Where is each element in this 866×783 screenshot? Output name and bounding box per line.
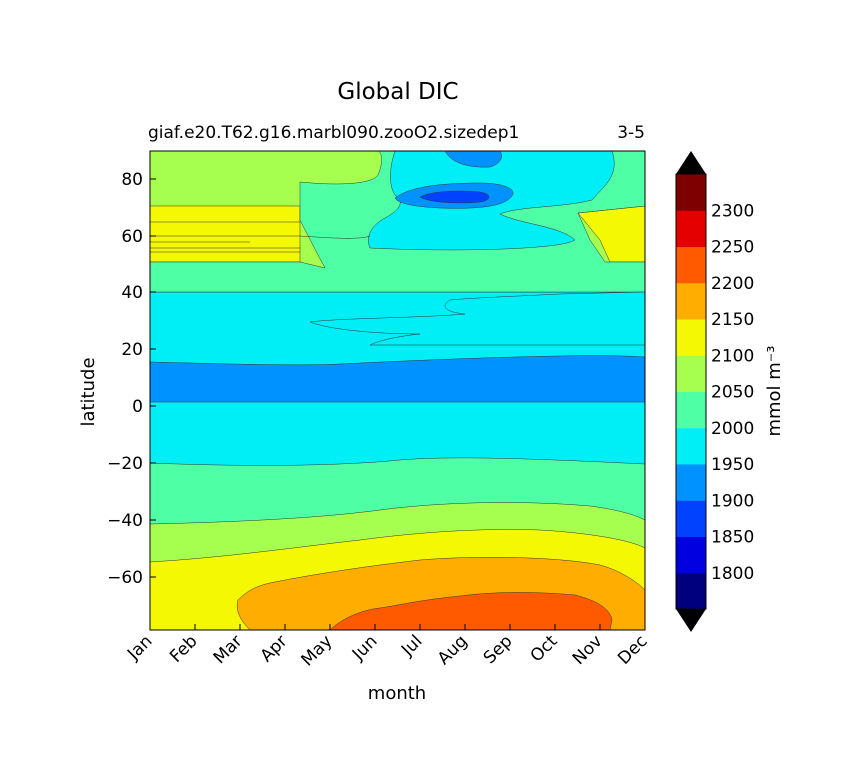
y-tick-label: 60 <box>121 227 143 247</box>
y-tick-label: −60 <box>107 568 143 588</box>
x-tick-label: May <box>298 631 337 670</box>
y-axis: 80 60 40 20 0 −20 −40 −60 <box>107 170 156 588</box>
x-tick-label: Apr <box>257 631 292 666</box>
x-tick-label: Jun <box>348 631 382 665</box>
colorbar-label: mmol m⁻³ <box>764 345 785 436</box>
y-tick-label: −20 <box>107 454 143 474</box>
plot-area: 80 60 40 20 0 −20 −40 −60 <box>78 150 652 704</box>
colorbar-tick-label: 2150 <box>711 310 754 330</box>
x-tick-label: Mar <box>210 631 247 668</box>
colorbar-segment <box>676 427 706 465</box>
colorbar-segment <box>676 391 706 429</box>
contour-fields <box>150 151 645 630</box>
colorbar-tick-label: 2250 <box>711 238 754 258</box>
x-tick-label: Feb <box>166 631 201 666</box>
colorbar-tick-label: 2000 <box>711 419 754 439</box>
x-axis-label: month <box>368 683 426 704</box>
x-tick-label: Jan <box>123 631 156 664</box>
x-tick-label: Jul <box>397 631 426 660</box>
contour-midlat-1950 <box>309 291 645 346</box>
colorbar-segments <box>676 174 706 610</box>
y-tick-label: −40 <box>107 511 143 531</box>
colorbar-segment <box>676 319 706 356</box>
contour-equator-1900 <box>150 355 645 403</box>
colorbar-tick-label: 2050 <box>711 383 754 403</box>
x-tick-label: Dec <box>614 631 651 668</box>
colorbar-tick-label: 2300 <box>711 201 754 221</box>
x-tick-label: Aug <box>434 631 472 669</box>
colorbar-segment <box>676 174 706 211</box>
colorbar-tick-label: 1950 <box>711 455 754 475</box>
colorbar-segment <box>676 355 706 392</box>
colorbar-tick-label: 1850 <box>711 528 754 548</box>
colorbar-ticks: 1800 1850 1900 1950 2000 2050 2100 2150 2200 2250… <box>711 201 754 584</box>
x-tick-label: Sep <box>480 631 517 668</box>
y-tick-label: 20 <box>121 340 143 360</box>
x-tick-label: Oct <box>527 631 562 666</box>
chart-title: Global DIC <box>337 79 458 105</box>
contour-arctic-1850 <box>419 190 490 204</box>
x-tick-label: Nov <box>569 631 607 669</box>
y-axis-label: latitude <box>78 357 99 426</box>
colorbar-tick-label: 1800 <box>711 564 754 584</box>
y-tick-label: 40 <box>121 283 143 303</box>
colorbar-frame <box>675 173 707 610</box>
colorbar-tick-label: 1900 <box>711 491 754 511</box>
plot-frame <box>149 150 646 631</box>
colorbar-tick-label: 2100 <box>711 346 754 366</box>
colorbar-segment <box>676 210 706 247</box>
colorbar-segment <box>676 536 706 574</box>
colorbar-segment <box>676 464 706 501</box>
colorbar-segment <box>676 246 706 284</box>
contour-south-2200 <box>329 592 613 630</box>
chart-subtitle-right: 3-5 <box>617 123 645 143</box>
colorbar-tick-label: 2200 <box>711 274 754 294</box>
x-axis: Jan Feb Mar Apr May Jun Jul Aug Sep Oct … <box>123 624 652 670</box>
contour-lines-north <box>150 221 371 253</box>
colorbar-segment <box>676 572 706 610</box>
colorbar-segment <box>676 500 706 537</box>
colorbar-segment <box>676 282 706 320</box>
y-tick-label: 0 <box>132 397 143 417</box>
colorbar-extend-high <box>676 151 706 174</box>
colorbar-extend-low <box>676 609 706 632</box>
chart-subtitle-left: giaf.e20.T62.g16.marbl090.zooO2.sizedep1 <box>148 123 519 143</box>
y-tick-label: 80 <box>121 170 143 190</box>
colorbar: 1800 1850 1900 1950 2000 2050 2100 2150 2200 2250… <box>675 151 785 632</box>
